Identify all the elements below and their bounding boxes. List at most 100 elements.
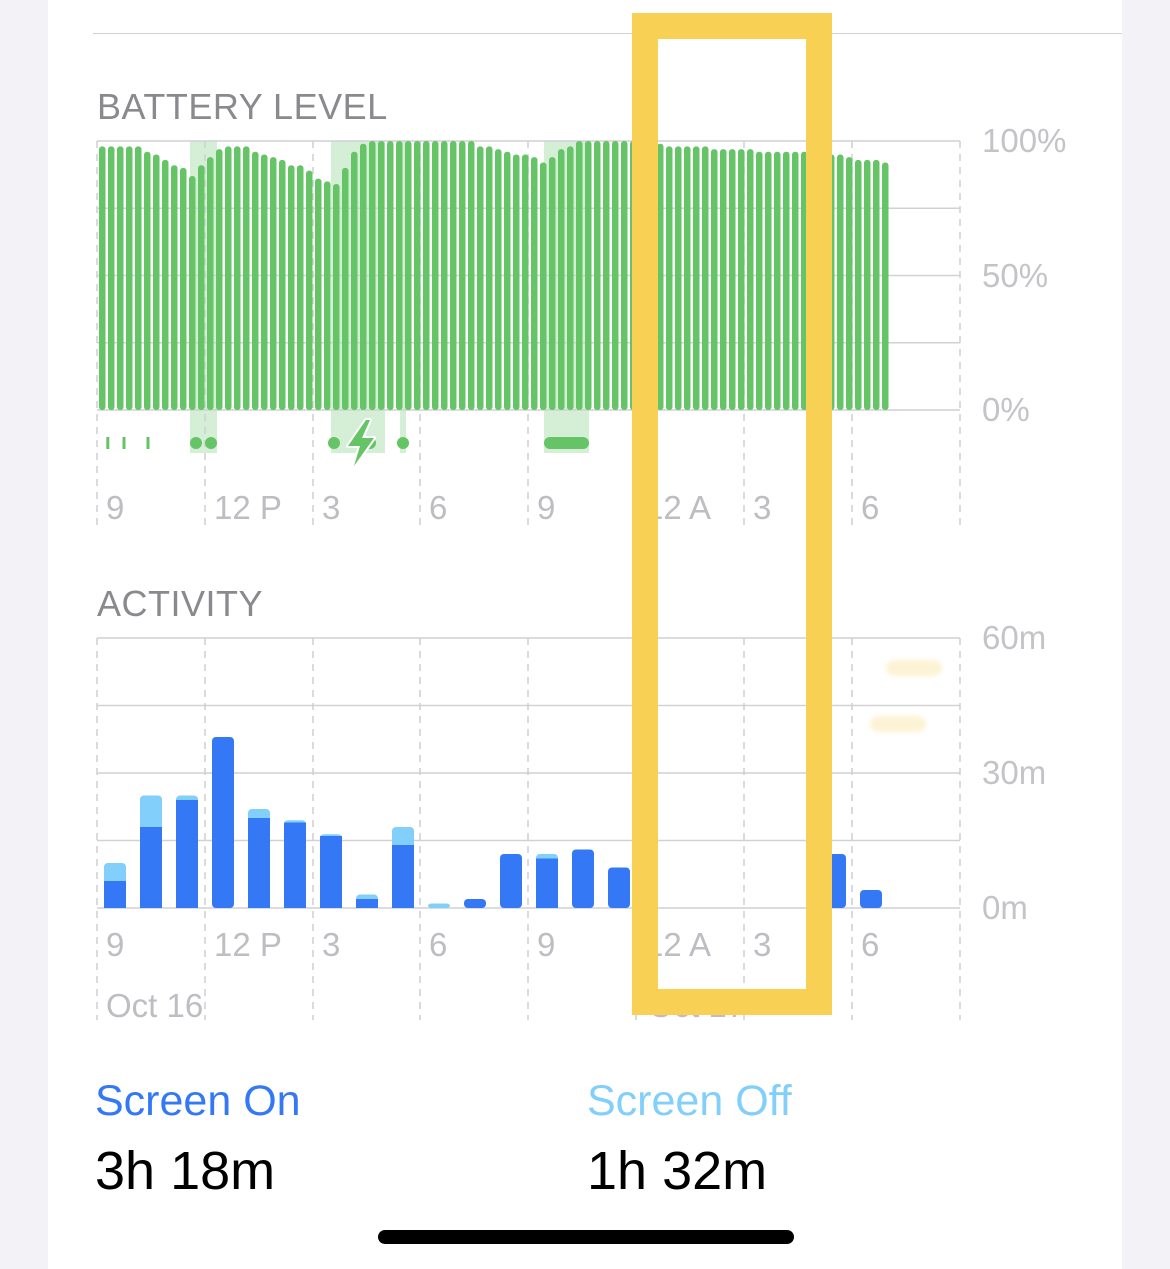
screen-off-label: Screen Off [587,1077,792,1125]
screen-marker-dot [205,437,217,449]
battery-x-label: 9 [106,489,125,526]
screen-on-bar [320,836,342,908]
charging-period-shade [331,141,385,453]
battery-bar [342,167,349,410]
screen-on-label: Screen On [95,1077,301,1125]
battery-bar [198,165,205,410]
screen-on-bar [176,800,198,908]
battery-bar [117,146,124,410]
battery-bar [657,143,664,410]
battery-bar [315,178,322,410]
battery-bar [495,149,502,410]
battery-bar [837,154,844,410]
battery-bar [549,157,556,410]
activity-x-label: 3 [753,926,772,963]
activity-title: ACTIVITY [97,583,264,624]
battery-bar [135,146,142,410]
battery-bar [171,165,178,410]
battery-bar [396,141,403,410]
screen-on-bar [572,849,594,908]
battery-bar [828,154,835,410]
battery-bar [738,149,745,410]
screen-marker-tick [122,437,126,449]
battery-bar [522,154,529,410]
battery-bar [612,141,619,410]
battery-bar [666,146,673,410]
battery-y-label: 100% [982,122,1067,159]
screen-on-bar [392,845,414,908]
battery-bar [513,154,520,410]
battery-bar [126,146,133,410]
activity-x-label: 9 [106,926,125,963]
battery-bar [684,146,691,410]
battery-bar [216,149,223,410]
screen-on-bar [248,818,270,908]
battery-bar [234,146,241,410]
battery-x-label: 3 [753,489,772,526]
battery-bar [576,141,583,410]
battery-bar [864,159,871,410]
battery-bar [747,149,754,410]
battery-bar [693,146,700,410]
battery-bar [162,159,169,410]
date-label: Oct 16 [106,987,204,1024]
screen-on-bar [824,854,846,908]
battery-bar [360,143,367,410]
battery-bar [783,151,790,410]
screen-on-bar [356,899,378,908]
battery-bar [207,157,214,410]
screen-on-bar [464,899,486,908]
battery-bar [486,146,493,410]
battery-bar [180,167,187,410]
screen-off-bar [428,903,450,908]
battery-bar [630,141,637,410]
activity-x-label: 12 A [645,926,712,963]
battery-x-label: 6 [861,489,880,526]
battery-bar [450,141,457,410]
battery-bar [621,141,628,410]
battery-bar [729,149,736,410]
battery-bar [720,149,727,410]
battery-bar [414,141,421,410]
activity-x-label: 6 [429,926,448,963]
screen-on-bar [608,867,630,908]
smudge-mark [886,660,942,676]
battery-bar [567,146,574,410]
activity-x-label: 3 [322,926,341,963]
home-indicator[interactable] [378,1230,794,1244]
battery-bar [333,184,340,410]
activity-x-label: 9 [537,926,556,963]
battery-bar [855,159,862,410]
battery-bar [306,170,313,410]
battery-x-label: 3 [322,489,341,526]
screen-on-bar [284,822,306,908]
activity-x-label: 6 [861,926,880,963]
charging-period-shade [400,141,406,453]
battery-bar [756,151,763,410]
divider [93,33,1122,34]
battery-bar [846,157,853,410]
battery-bar [765,151,772,410]
battery-level-title: BATTERY LEVEL [97,86,388,127]
battery-bar [297,165,304,410]
battery-bar [639,141,646,410]
battery-y-label: 50% [982,257,1049,294]
screen-marker-tick [106,437,110,449]
date-label: Oct 17 [648,987,746,1024]
charging-bolt-icon [346,418,376,468]
battery-bar [819,154,826,410]
screen-on-value: 3h 18m [95,1141,276,1201]
battery-bar [279,159,286,410]
battery-bar [405,141,412,410]
battery-bar [810,151,817,410]
screen-off-value: 1h 32m [587,1141,768,1201]
battery-bar [594,141,601,410]
battery-bar [702,146,709,410]
battery-bar [801,151,808,410]
battery-bar [792,151,799,410]
screen-on-bar [212,737,234,908]
battery-x-label: 12 P [214,489,282,526]
battery-bar [504,151,511,410]
battery-bar [288,165,295,410]
